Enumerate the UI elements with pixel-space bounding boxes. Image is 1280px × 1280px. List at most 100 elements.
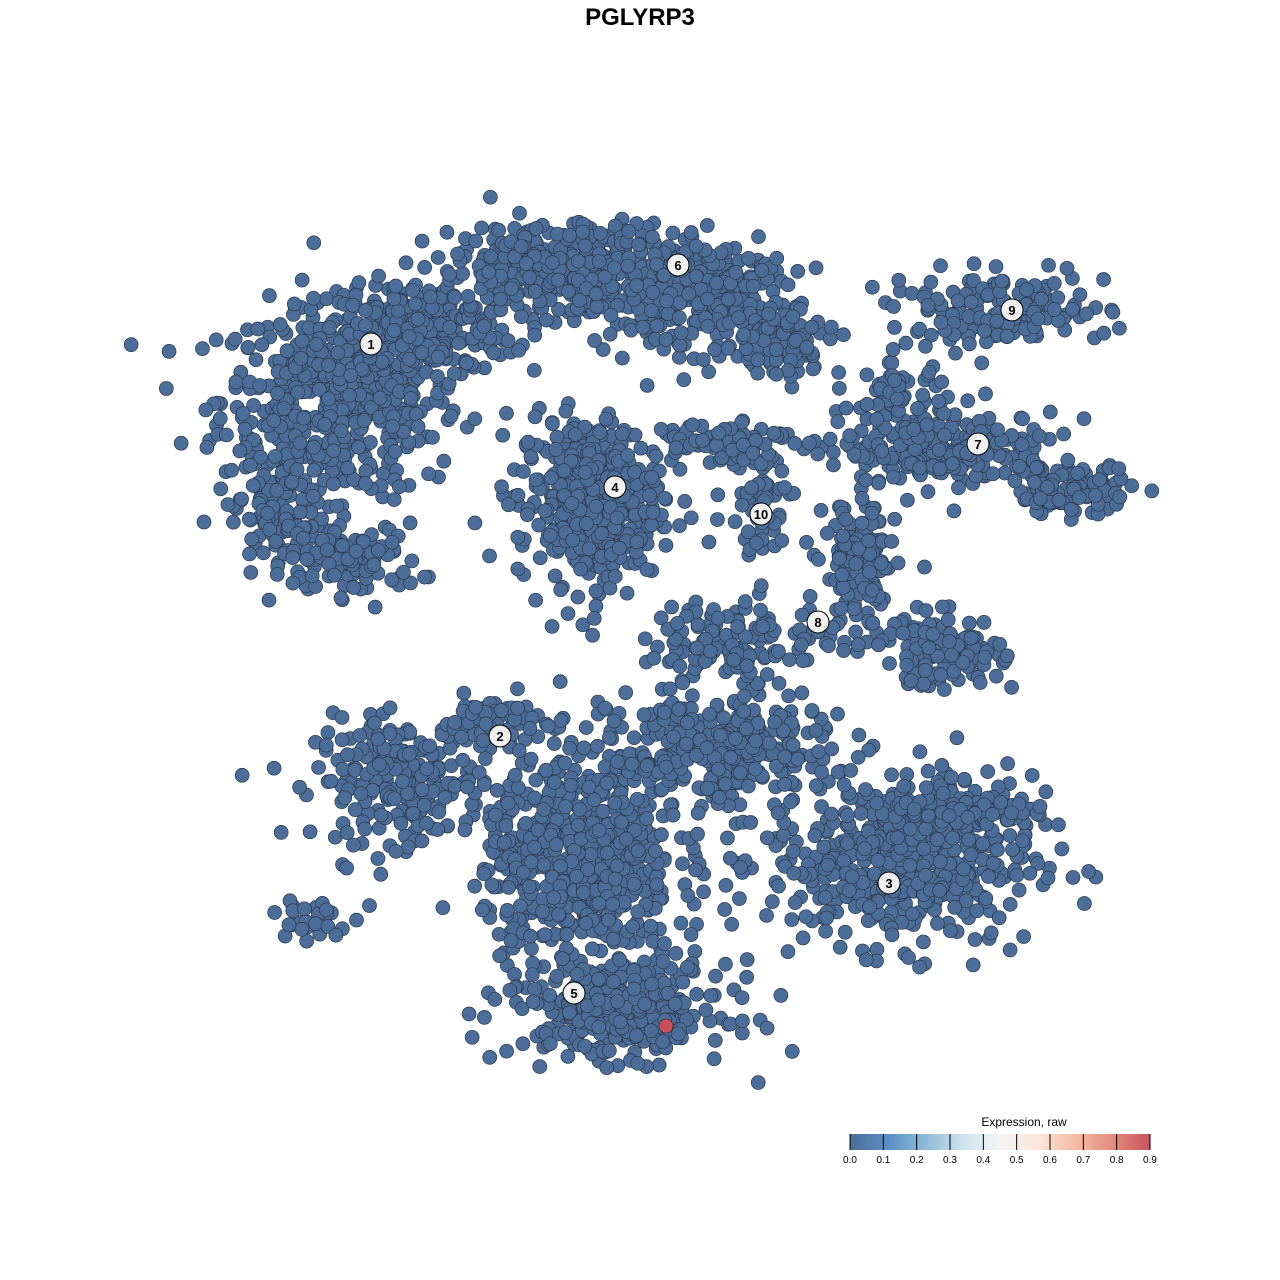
cell-point [483, 189, 498, 205]
cell-point [285, 575, 301, 591]
cell-point [655, 954, 671, 969]
cell-point [702, 706, 717, 722]
cell-point [932, 883, 947, 898]
cell-point [690, 826, 705, 842]
cell-point [601, 730, 617, 746]
cell-point [586, 792, 602, 808]
cell-point [588, 499, 604, 514]
cell-point [835, 528, 851, 544]
cell-point [771, 878, 786, 894]
cell-point [946, 503, 962, 519]
cell-point [531, 517, 547, 533]
cell-point [1032, 799, 1048, 814]
cell-point [841, 883, 857, 898]
cell-point [884, 927, 900, 943]
cell-point [587, 333, 602, 348]
cell-point [477, 1010, 492, 1025]
cell-point [874, 443, 890, 459]
cell-point [327, 567, 342, 583]
cell-point [321, 391, 336, 407]
cell-point [861, 742, 877, 758]
cell-point [439, 224, 455, 240]
cell-point [294, 333, 310, 349]
cell-point [544, 255, 560, 270]
cell-point [654, 827, 669, 842]
cell-point [1088, 488, 1103, 503]
cell-point [949, 730, 965, 746]
cell-point [557, 1025, 573, 1040]
cell-point [918, 867, 933, 883]
cell-point [706, 1051, 722, 1067]
cell-point [246, 398, 261, 413]
cell-point [419, 761, 435, 777]
cell-point [1063, 502, 1079, 517]
cell-point [902, 821, 918, 837]
cell-point [804, 703, 820, 718]
cell-point [698, 1002, 714, 1018]
cell-point [606, 974, 621, 990]
cell-point [459, 779, 475, 795]
cell-point [1002, 828, 1018, 843]
cell-point [305, 488, 321, 504]
cell-point [373, 807, 389, 823]
cell-point [553, 858, 568, 874]
cell-point [451, 335, 467, 351]
cell-point [648, 843, 663, 859]
cell-point [794, 685, 810, 701]
cell-point [563, 777, 579, 793]
cell-point [407, 296, 423, 312]
cell-point [268, 533, 284, 549]
cell-point [814, 764, 829, 780]
cell-point [339, 825, 355, 841]
cell-point [250, 321, 266, 337]
cell-point [967, 932, 983, 947]
cell-point [739, 969, 755, 985]
cell-point [591, 254, 607, 269]
cell-point [945, 830, 961, 846]
cell-point [500, 902, 515, 918]
cell-point [685, 688, 700, 704]
cell-point [269, 567, 285, 582]
cell-point [644, 517, 659, 533]
cell-point [934, 374, 950, 390]
cell-point [459, 355, 474, 371]
cell-point [248, 352, 264, 368]
cell-point [595, 803, 611, 819]
cell-point [543, 1036, 558, 1052]
cell-point [1032, 491, 1048, 506]
cell-point [605, 931, 621, 947]
cell-point [577, 238, 593, 254]
cell-point [419, 815, 434, 831]
cell-point [1029, 460, 1044, 475]
cell-point [602, 326, 618, 342]
cell-point [816, 839, 832, 855]
cell-point [304, 568, 320, 584]
cell-point [528, 592, 543, 608]
cell-point [833, 601, 849, 616]
cell-point [240, 339, 256, 355]
cell-point [400, 839, 416, 855]
cell-point [245, 478, 261, 493]
cell-point [590, 992, 606, 1008]
cell-point [639, 811, 655, 826]
cell-point [468, 233, 484, 249]
cell-point [808, 778, 824, 794]
cell-point [910, 401, 925, 417]
cell-point [854, 491, 870, 506]
cell-point [722, 850, 738, 866]
cell-point [664, 599, 679, 615]
cell-point [583, 847, 599, 862]
cell-point [799, 340, 815, 355]
cell-point [335, 538, 350, 553]
cell-point [611, 540, 627, 556]
cell-point [500, 795, 516, 811]
cell-point [858, 952, 874, 968]
cell-point [513, 309, 529, 324]
cell-point [720, 340, 736, 356]
cell-point [636, 707, 652, 723]
cell-point [985, 807, 1000, 822]
cell-point [333, 423, 349, 439]
cell-point [701, 534, 717, 550]
cell-point [450, 246, 465, 262]
cell-point [920, 484, 936, 500]
